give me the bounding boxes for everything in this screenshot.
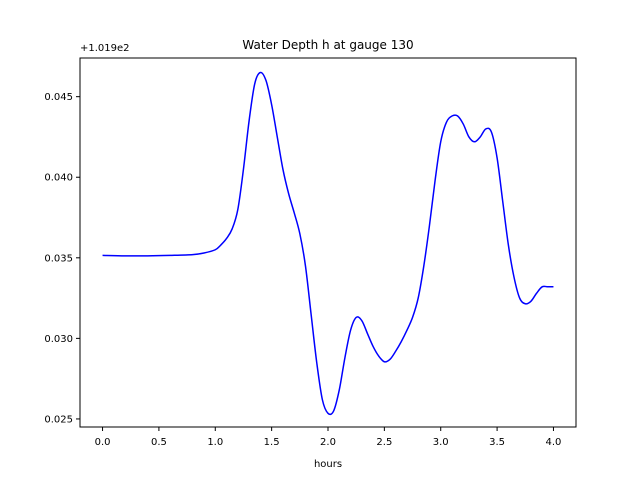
x-tick-label: 3.0 [433,437,449,448]
y-axis: 0.025 0.030 0.035 0.040 0.045 [44,92,80,425]
x-axis-label: hours [314,459,342,470]
x-tick-label: 1.5 [264,437,280,448]
plot-area [79,57,577,428]
x-tick-label: 1.0 [207,437,223,448]
x-tick-label: 4.0 [546,437,562,448]
y-tick-label: 0.035 [44,253,73,264]
x-axis: 0.0 0.5 1.0 1.5 2.0 2.5 3.0 3.5 4.0 [95,427,562,448]
y-tick-label: 0.030 [44,334,73,345]
x-tick-label: 2.0 [320,437,336,448]
x-tick-label: 2.5 [376,437,392,448]
series-line [102,71,554,416]
chart-title: Water Depth h at gauge 130 [242,38,413,52]
x-tick-label: 0.0 [95,437,111,448]
y-tick-label: 0.040 [44,173,73,184]
y-offset-label: +1.019e2 [80,43,130,54]
y-tick-label: 0.045 [44,92,73,103]
y-tick-label: 0.025 [44,414,73,425]
x-tick-label: 3.5 [489,437,505,448]
x-tick-label: 0.5 [151,437,167,448]
